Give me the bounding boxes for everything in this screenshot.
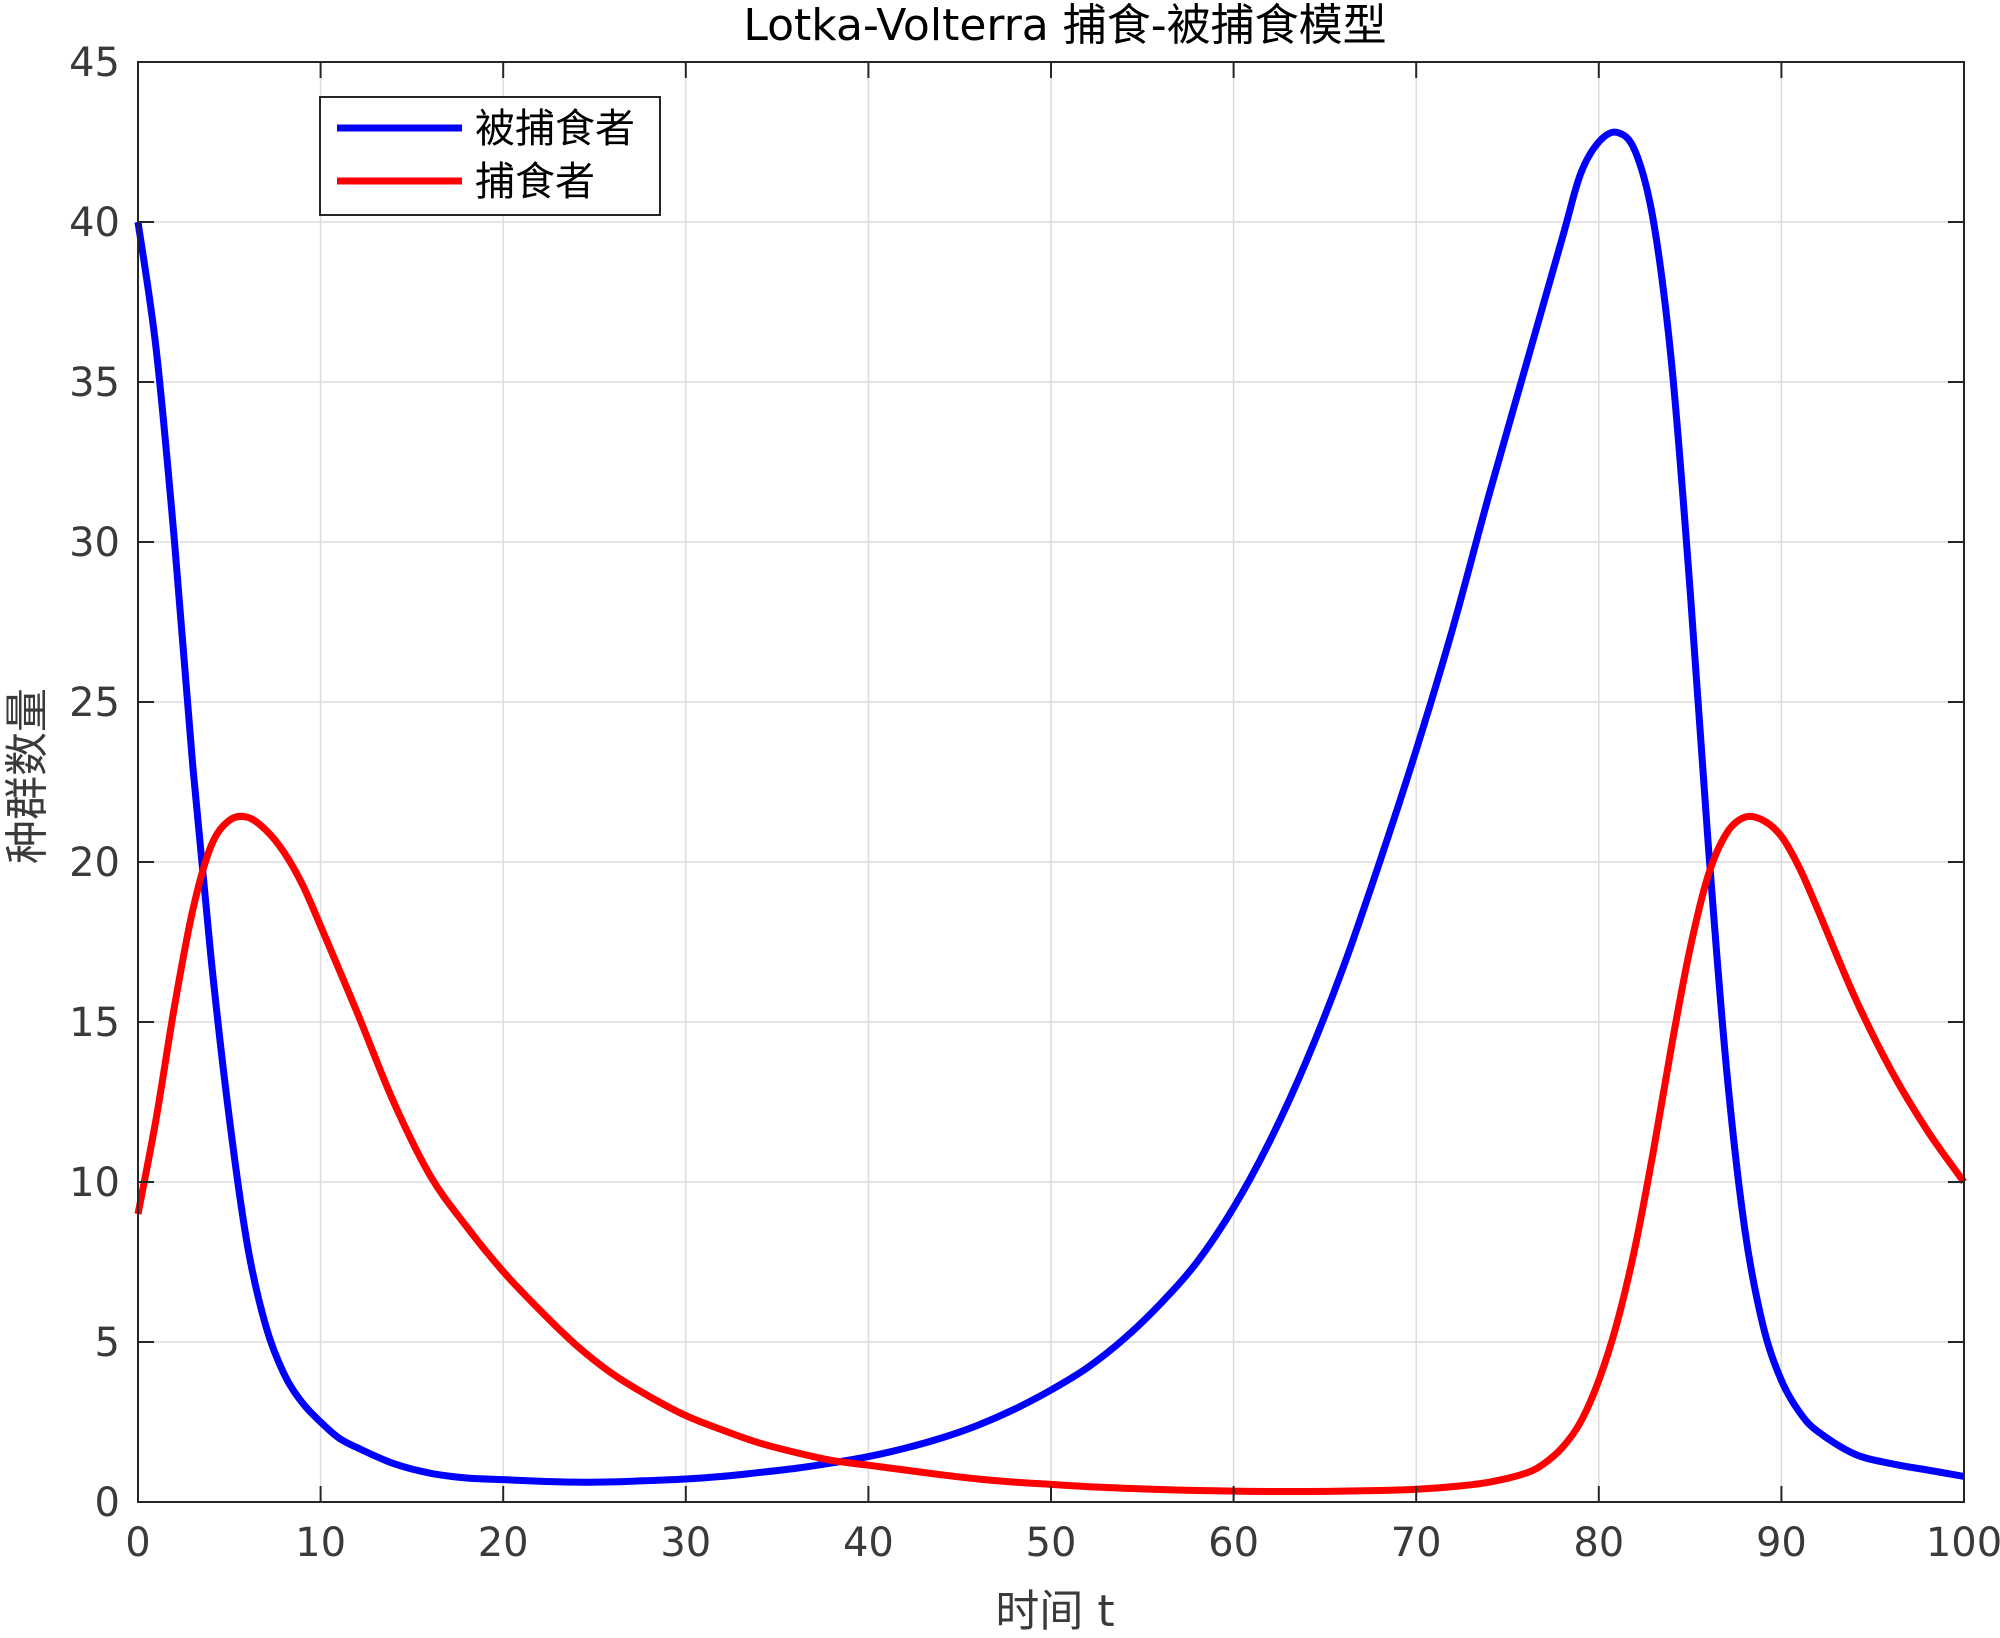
y-axis-label: 种群数量: [2, 688, 53, 864]
legend: 被捕食者 捕食者: [319, 96, 661, 216]
x-tick-label: 40: [843, 1520, 894, 1566]
y-tick-label: 15: [69, 1000, 120, 1046]
x-tick-label: 20: [478, 1520, 529, 1566]
y-tick-label: 35: [69, 360, 120, 406]
chart-title: Lotka-Volterra 捕食-被捕食模型: [743, 0, 1386, 51]
y-tick-label: 40: [69, 200, 120, 246]
y-tick-label: 0: [95, 1480, 120, 1526]
series-lines: [134, 128, 1967, 1495]
legend-box: [319, 96, 661, 216]
x-tick-label: 70: [1391, 1520, 1442, 1566]
x-tick-label: 90: [1756, 1520, 1807, 1566]
x-tick-label: 100: [1926, 1520, 2000, 1566]
legend-label-prey: 被捕食者: [475, 106, 635, 152]
y-tick-label: 25: [69, 680, 120, 726]
y-tick-label: 5: [95, 1320, 120, 1366]
x-axis-label: 时间 t: [995, 1586, 1114, 1634]
tick-marks: [137, 61, 1965, 1503]
tick-labels: 0 10 20 30 40 50 60 70 80 90 100 0 5 10 15 20 25 30 35 40 45: [69, 40, 2000, 1566]
x-tick-label: 60: [1208, 1520, 1259, 1566]
x-tick-label: 10: [295, 1520, 346, 1566]
x-tick-label: 0: [125, 1520, 150, 1566]
legend-label-predator: 捕食者: [475, 159, 595, 205]
series-prey-line: [134, 128, 1965, 1486]
series-predator-line: [134, 812, 1967, 1495]
y-tick-label: 30: [69, 520, 120, 566]
x-tick-label: 80: [1573, 1520, 1624, 1566]
y-tick-label: 10: [69, 1160, 120, 1206]
x-tick-label: 30: [660, 1520, 711, 1566]
y-tick-label: 45: [69, 40, 120, 86]
y-tick-label: 20: [69, 840, 120, 886]
x-tick-label: 50: [1026, 1520, 1077, 1566]
